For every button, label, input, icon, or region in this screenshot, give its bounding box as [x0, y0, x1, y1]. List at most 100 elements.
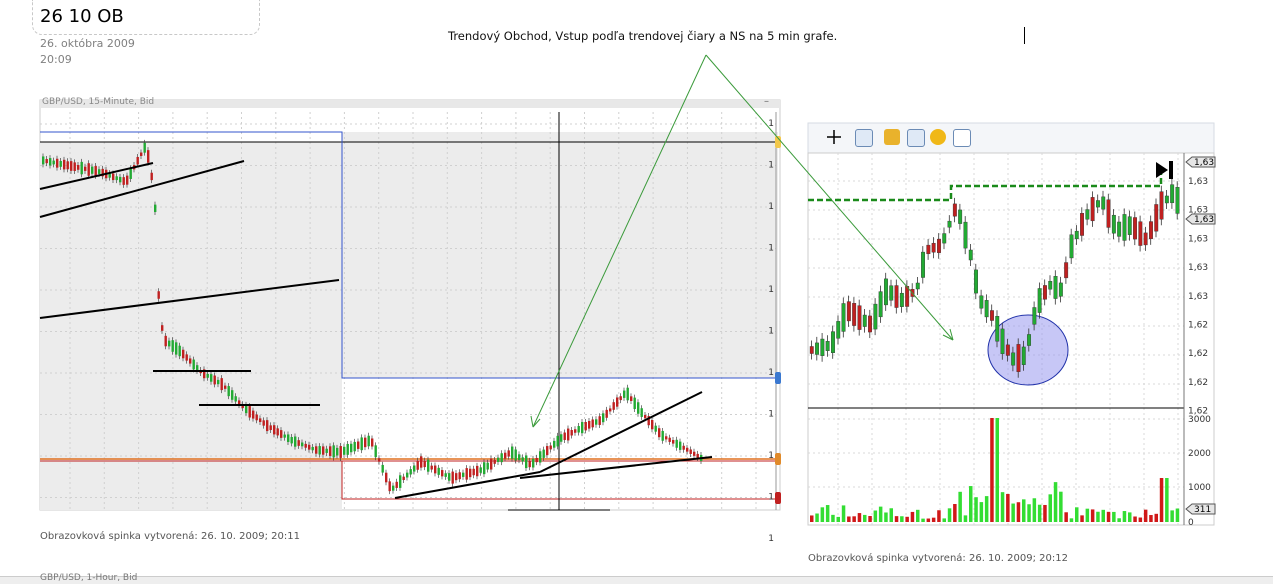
volume-bar [1138, 517, 1143, 522]
left-grid [40, 112, 776, 510]
candle-body [857, 305, 862, 330]
candle-body [112, 173, 115, 181]
right-axis-label: 1,63 [1188, 292, 1208, 302]
candle-body [963, 221, 968, 249]
left-marker-red [775, 492, 781, 504]
candle-body [262, 420, 265, 426]
candle-body [273, 425, 276, 435]
candle-body [1048, 281, 1053, 290]
play-bar-icon[interactable] [1169, 161, 1173, 179]
candle-body [42, 156, 45, 165]
play-icon[interactable] [1156, 162, 1168, 178]
right-volume-axis: 3000 2000 1000 0 [1188, 415, 1211, 528]
candle-body [915, 282, 920, 290]
chart-icon[interactable] [907, 129, 925, 147]
right-axis-label: 1,62 [1188, 378, 1208, 388]
candle-body [1027, 334, 1032, 346]
candle-body [651, 419, 654, 430]
candle-body [497, 457, 500, 462]
candle-body [231, 390, 234, 400]
candle-body [59, 160, 62, 167]
bottom-strip [0, 576, 1273, 584]
candle-body [831, 331, 835, 354]
left-chart-minimize-icon[interactable]: – [764, 96, 769, 107]
candle-body [420, 456, 423, 468]
right-chart: 1,631,631,631,631,631,621,621,621,62 300… [807, 122, 1216, 528]
candle-body [1122, 214, 1127, 241]
left-price-axis: 1 1 1 1 1 1 1 1 1 1 1 [768, 119, 774, 544]
right-volume [810, 418, 1180, 522]
candle-body [490, 458, 493, 470]
candle-body [1143, 232, 1148, 246]
candle-body [455, 473, 458, 481]
candle-body [894, 285, 899, 308]
candle-body [686, 447, 689, 452]
right-grid [808, 153, 1184, 525]
right-axis-label: 1,63 [1188, 206, 1208, 216]
candle-body [91, 166, 94, 174]
candle-body [905, 286, 910, 307]
candle-body [206, 373, 209, 378]
candle-body [248, 406, 251, 418]
candle-body [423, 460, 426, 468]
candle-body [399, 475, 402, 488]
candle-body [360, 437, 363, 451]
candle-body [619, 396, 622, 401]
price-tag-current-label: 1,63 [1194, 215, 1214, 225]
volume-bar [1112, 511, 1116, 522]
candle-body [409, 469, 412, 475]
candle-body [227, 386, 230, 397]
annotation-arrows [530, 54, 954, 428]
left-axis-label: 1 [768, 534, 774, 544]
arrow-left [532, 54, 707, 428]
candle-body [588, 420, 591, 429]
candle-body [171, 340, 174, 352]
indicator-icon[interactable] [884, 129, 900, 145]
volume-bar [810, 515, 814, 522]
candle-body [535, 457, 538, 463]
candle-body [336, 447, 339, 456]
candle-body [518, 454, 521, 461]
volume-bar [878, 506, 883, 522]
candle-body [507, 450, 510, 457]
candle-body [427, 459, 430, 472]
candle-body [595, 419, 598, 425]
volume-bar [1043, 504, 1047, 522]
table-icon[interactable] [953, 129, 971, 147]
volume-bar [984, 496, 989, 522]
candle-body [1164, 195, 1169, 204]
candle-body [203, 369, 206, 379]
right-axis-label: 1,63 [1188, 234, 1208, 244]
volume-bar [1053, 482, 1058, 522]
candle-body [640, 408, 643, 417]
candle-body [539, 451, 542, 463]
right-axis-label: 1,62 [1188, 407, 1208, 417]
candle-body [469, 468, 472, 478]
candle-body [476, 465, 479, 477]
crosshair-icon[interactable] [826, 129, 842, 145]
volume-bar [889, 508, 893, 522]
candle-body [101, 168, 104, 177]
candle-body [434, 465, 437, 474]
coin-icon[interactable] [930, 129, 946, 145]
candle-body [1085, 209, 1090, 220]
candle-body [479, 467, 482, 473]
candle-body [693, 451, 696, 456]
candle-body [574, 429, 577, 433]
candle-body [350, 443, 353, 453]
candle-body [500, 453, 503, 463]
candle-body [63, 159, 66, 170]
volume-bar [1075, 507, 1079, 522]
volume-bar [836, 516, 840, 522]
candle-body [609, 408, 612, 412]
candle-body [311, 446, 314, 451]
left-marker-yellow [775, 136, 781, 148]
candle-body [252, 410, 255, 419]
volume-tag-label: 311 [1194, 505, 1211, 515]
candle-body [846, 301, 851, 322]
candle-body [675, 439, 678, 448]
candle-body [119, 176, 122, 183]
candle-body [947, 220, 952, 228]
zoom-icon[interactable] [855, 129, 873, 147]
volume-bar [1101, 509, 1105, 522]
